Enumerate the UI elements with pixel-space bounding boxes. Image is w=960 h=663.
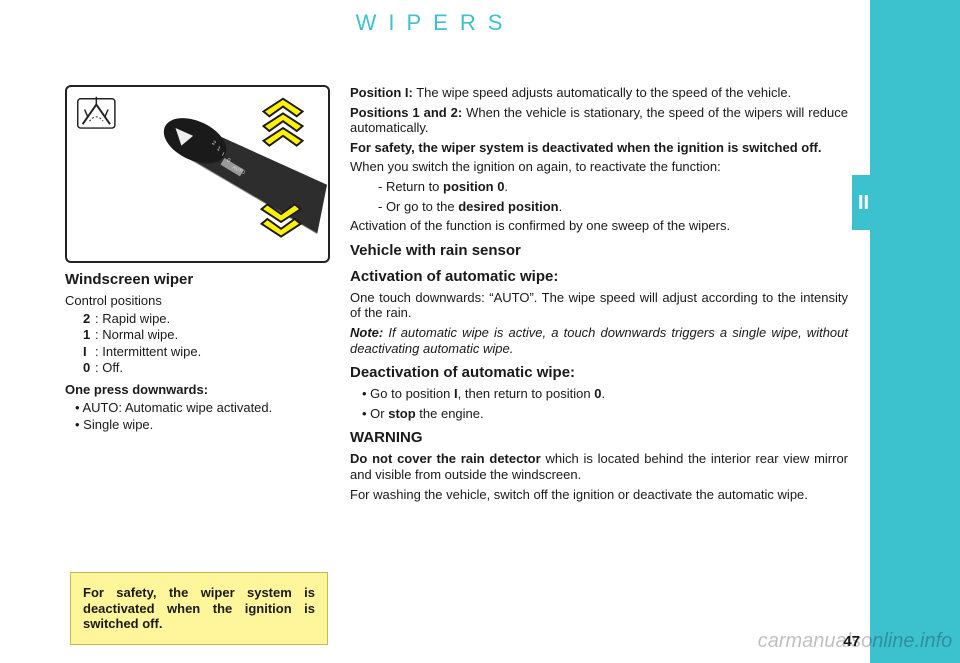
deact-1-mid: , then return to position <box>458 386 595 401</box>
activation-auto-para: One touch downwards: “AUTO”. The wipe sp… <box>350 290 848 321</box>
page-title: WIPERS <box>356 10 515 35</box>
pos-0: 0: Off. <box>83 360 330 376</box>
activation-auto-heading: Activation of automatic wipe: <box>350 268 848 286</box>
press-auto-text: Automatic wipe acti­vated. <box>122 400 272 415</box>
reactivate-line-1: - Return to position 0. <box>350 179 848 195</box>
warning-para-2: For washing the vehicle, switch off the … <box>350 487 848 503</box>
pos-1: 1: Normal wipe. <box>83 327 330 343</box>
deact-2-bold: stop <box>388 406 415 421</box>
watermark: carmanualsonline.info <box>758 629 953 653</box>
one-press-heading: One press downwards: <box>65 382 330 398</box>
deact-line-2: • Or stop the engine. <box>350 406 848 422</box>
positions-1-2-para: Positions 1 and 2: When the vehicle is s… <box>350 105 848 136</box>
reactivate-intro: When you switch the ignition on again, t… <box>350 159 848 175</box>
reactivate-1-pre: - Return to <box>378 179 443 194</box>
positions-1-2-label: Positions 1 and 2: <box>350 105 462 120</box>
deact-1-post: . <box>601 386 605 401</box>
note-para: Note: If automatic wipe is active, a tou… <box>350 325 848 356</box>
press-auto-label: AUTO: <box>82 400 122 415</box>
side-accent-strip <box>870 0 960 663</box>
pos-2-val: : Rapid wipe. <box>95 311 170 326</box>
reactivate-2-bold: desired position <box>458 199 558 214</box>
control-positions-label: Control positions <box>65 293 330 309</box>
deact-2-pre: • Or <box>362 406 388 421</box>
pos-I: I: Intermittent wipe. <box>83 344 330 360</box>
reactivate-line-2: - Or go to the desired position. <box>350 199 848 215</box>
safety-callout: For safety, the wiper system is deactiva… <box>70 572 328 645</box>
note-text: If automatic wipe is active, a touch dow… <box>350 325 848 356</box>
position-I-label: Position I: <box>350 85 413 100</box>
pos-2: 2: Rapid wipe. <box>83 311 330 327</box>
deact-line-1: • Go to position I, then return to posit… <box>350 386 848 402</box>
windscreen-wiper-heading: Windscreen wiper <box>65 271 330 289</box>
warning-para-1: Do not cover the rain detector which is … <box>350 451 848 482</box>
reactivate-1-post: . <box>504 179 508 194</box>
reactivate-2-pre: - Or go to the <box>378 199 458 214</box>
section-marker: II <box>852 175 960 230</box>
reactivate-1-bold: position 0 <box>443 179 504 194</box>
press-single-text: Single wipe. <box>83 417 153 432</box>
left-text-block: Windscreen wiper Control positions 2: Ra… <box>65 271 330 433</box>
warning-1-bold: Do not cover the rain detector <box>350 451 541 466</box>
pos-0-key: 0 <box>83 360 95 376</box>
deactivation-heading: Deactivation of automatic wipe: <box>350 364 848 382</box>
wiper-stalk-illustration: 2 1 I 0 AUTO <box>67 87 328 261</box>
pos-1-key: 1 <box>83 327 95 343</box>
position-I-para: Position I: The wipe speed adjusts autom… <box>350 85 848 101</box>
position-I-text: The wipe speed adjusts automatically to … <box>413 85 791 100</box>
pos-1-val: : Normal wipe. <box>95 327 178 342</box>
press-single-bullet: • Single wipe. <box>73 417 330 433</box>
right-column: Position I: The wipe speed adjusts autom… <box>350 85 848 506</box>
activation-confirm: Activation of the function is confirmed … <box>350 218 848 234</box>
deact-1-pre: • Go to position <box>362 386 454 401</box>
reactivate-2-post: . <box>559 199 563 214</box>
section-marker-text: II <box>858 191 869 215</box>
safety-callout-text: For safety, the wiper system is deactiva… <box>83 585 315 631</box>
rain-sensor-heading: Vehicle with rain sensor <box>350 242 848 260</box>
press-auto-bullet: • AUTO: Automatic wipe acti­vated. <box>73 400 330 416</box>
position-list: 2: Rapid wipe. 1: Normal wipe. I: Interm… <box>65 311 330 376</box>
safety-bold-para: For safety, the wiper system is deactiva… <box>350 140 848 156</box>
warning-heading: WARNING <box>350 429 848 447</box>
page-title-bar: WIPERS <box>0 0 870 45</box>
pos-I-val: : Intermittent wipe. <box>95 344 201 359</box>
deact-2-post: the engine. <box>416 406 484 421</box>
left-column: 2 1 I 0 AUTO Windscreen wiper Control po… <box>65 85 330 435</box>
pos-0-val: : Off. <box>95 360 123 375</box>
note-label: Note: <box>350 325 383 340</box>
pos-I-key: I <box>83 344 95 360</box>
wiper-stalk-figure: 2 1 I 0 AUTO <box>65 85 330 263</box>
pos-2-key: 2 <box>83 311 95 327</box>
